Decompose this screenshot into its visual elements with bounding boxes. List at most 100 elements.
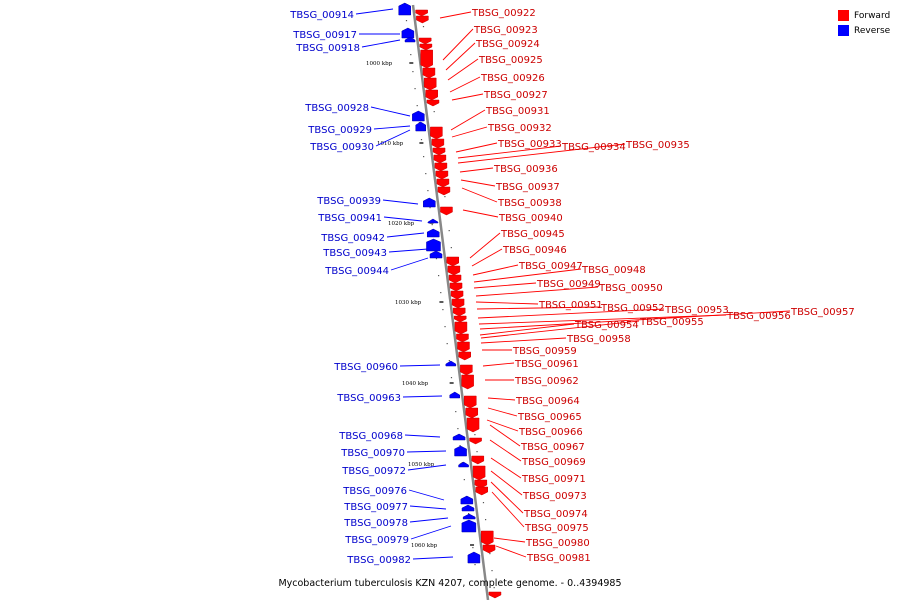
reverse-gene-label[interactable]: TBSG_00979 (344, 535, 409, 546)
forward-gene-feature[interactable] (415, 9, 428, 17)
forward-gene-feature[interactable] (426, 99, 440, 107)
forward-gene-feature[interactable] (448, 274, 462, 284)
forward-gene-label[interactable]: TBSG_00957 (790, 307, 855, 318)
forward-gene-label[interactable]: TBSG_00974 (523, 509, 588, 520)
forward-gene-feature[interactable] (418, 37, 432, 45)
forward-gene-feature[interactable] (488, 591, 502, 599)
forward-gene-feature[interactable] (482, 544, 496, 554)
reverse-gene-label[interactable]: TBSG_00928 (304, 103, 369, 114)
forward-gene-label[interactable]: TBSG_00931 (485, 106, 550, 117)
reverse-gene-label[interactable]: TBSG_00944 (324, 266, 389, 277)
forward-gene-feature[interactable] (420, 49, 433, 69)
forward-gene-feature[interactable] (452, 307, 466, 317)
forward-gene-label[interactable]: TBSG_00966 (518, 427, 583, 438)
forward-gene-feature[interactable] (436, 178, 450, 188)
forward-gene-label[interactable]: TBSG_00967 (520, 442, 585, 453)
reverse-gene-feature[interactable] (461, 504, 475, 512)
forward-gene-feature[interactable] (447, 265, 461, 276)
reverse-gene-label[interactable]: TBSG_00968 (338, 431, 403, 442)
forward-gene-feature[interactable] (450, 290, 464, 300)
reverse-gene-label[interactable]: TBSG_00976 (342, 486, 407, 497)
forward-gene-feature[interactable] (458, 351, 471, 361)
forward-gene-feature[interactable] (419, 43, 433, 51)
reverse-gene-label[interactable]: TBSG_00930 (309, 142, 374, 153)
forward-gene-feature[interactable] (464, 395, 477, 409)
forward-gene-label[interactable]: TBSG_00964 (515, 396, 580, 407)
forward-gene-label[interactable]: TBSG_00945 (500, 229, 565, 240)
reverse-gene-label[interactable]: TBSG_00963 (336, 393, 401, 404)
forward-gene-label[interactable]: TBSG_00948 (581, 265, 646, 276)
forward-gene-label[interactable]: TBSG_00924 (475, 39, 540, 50)
forward-gene-feature[interactable] (457, 341, 470, 353)
reverse-gene-feature[interactable] (427, 218, 439, 224)
forward-gene-label[interactable]: TBSG_00926 (480, 73, 545, 84)
forward-gene-label[interactable]: TBSG_00936 (493, 164, 558, 175)
reverse-gene-feature[interactable] (423, 197, 436, 208)
forward-gene-label[interactable]: TBSG_00947 (518, 261, 583, 272)
reverse-gene-feature[interactable] (462, 513, 476, 520)
reverse-gene-feature[interactable] (445, 360, 457, 367)
forward-gene-feature[interactable] (469, 437, 482, 445)
forward-gene-label[interactable]: TBSG_00923 (473, 25, 538, 36)
forward-gene-feature[interactable] (454, 321, 468, 335)
reverse-gene-label[interactable]: TBSG_00929 (307, 125, 372, 136)
reverse-gene-feature[interactable] (452, 433, 466, 441)
reverse-gene-feature[interactable] (461, 519, 477, 533)
forward-gene-feature[interactable] (440, 206, 453, 216)
reverse-gene-label[interactable]: TBSG_00960 (333, 362, 398, 373)
forward-gene-feature[interactable] (423, 77, 437, 91)
forward-gene-feature[interactable] (465, 407, 479, 419)
forward-gene-label[interactable]: TBSG_00971 (521, 474, 586, 485)
reverse-gene-label[interactable]: TBSG_00939 (316, 196, 381, 207)
reverse-gene-feature[interactable] (458, 461, 469, 468)
forward-gene-label[interactable]: TBSG_00953 (664, 305, 729, 316)
reverse-gene-label[interactable]: TBSG_00943 (322, 248, 387, 259)
forward-gene-label[interactable]: TBSG_00969 (521, 457, 586, 468)
forward-gene-label[interactable]: TBSG_00955 (639, 317, 704, 328)
reverse-gene-feature[interactable] (401, 27, 415, 39)
forward-gene-label[interactable]: TBSG_00975 (524, 523, 589, 534)
forward-gene-label[interactable]: TBSG_00932 (487, 123, 552, 134)
forward-gene-feature[interactable] (475, 486, 488, 496)
forward-gene-feature[interactable] (456, 333, 469, 343)
reverse-gene-feature[interactable] (460, 495, 474, 505)
reverse-gene-label[interactable]: TBSG_00982 (346, 555, 411, 566)
forward-gene-label[interactable]: TBSG_00956 (726, 311, 791, 322)
forward-gene-feature[interactable] (425, 89, 438, 101)
reverse-gene-feature[interactable] (467, 551, 481, 564)
forward-gene-feature[interactable] (453, 315, 467, 323)
reverse-gene-label[interactable]: TBSG_00977 (343, 502, 408, 513)
forward-gene-label[interactable]: TBSG_00925 (478, 55, 543, 66)
forward-gene-label[interactable]: TBSG_00940 (498, 213, 563, 224)
reverse-gene-feature[interactable] (426, 238, 441, 252)
forward-gene-feature[interactable] (430, 126, 443, 140)
forward-gene-feature[interactable] (451, 298, 465, 309)
forward-gene-label[interactable]: TBSG_00927 (483, 90, 548, 101)
forward-gene-feature[interactable] (449, 282, 463, 292)
reverse-gene-label[interactable]: TBSG_00917 (292, 30, 357, 41)
reverse-gene-feature[interactable] (415, 121, 426, 132)
forward-gene-feature[interactable] (422, 67, 436, 79)
forward-gene-feature[interactable] (434, 162, 448, 172)
forward-gene-label[interactable]: TBSG_00961 (514, 359, 579, 370)
reverse-gene-feature[interactable] (426, 228, 440, 238)
forward-gene-label[interactable]: TBSG_00933 (497, 139, 562, 150)
forward-gene-feature[interactable] (416, 15, 429, 24)
reverse-gene-label[interactable]: TBSG_00918 (295, 43, 360, 54)
reverse-gene-label[interactable]: TBSG_00978 (343, 518, 408, 529)
forward-gene-feature[interactable] (446, 256, 460, 267)
reverse-gene-feature[interactable] (404, 36, 416, 43)
forward-gene-label[interactable]: TBSG_00949 (536, 279, 601, 290)
forward-gene-feature[interactable] (460, 364, 473, 376)
forward-gene-label[interactable]: TBSG_00934 (561, 142, 626, 153)
forward-gene-feature[interactable] (474, 479, 488, 489)
reverse-gene-feature[interactable] (429, 250, 443, 259)
forward-gene-feature[interactable] (431, 138, 445, 149)
forward-gene-label[interactable]: TBSG_00938 (497, 198, 562, 209)
forward-gene-label[interactable]: TBSG_00959 (512, 346, 577, 357)
forward-gene-label[interactable]: TBSG_00922 (471, 8, 536, 19)
reverse-gene-feature[interactable] (398, 2, 411, 16)
forward-gene-feature[interactable] (471, 455, 485, 465)
forward-gene-feature[interactable] (466, 417, 480, 433)
forward-gene-feature[interactable] (481, 530, 494, 546)
